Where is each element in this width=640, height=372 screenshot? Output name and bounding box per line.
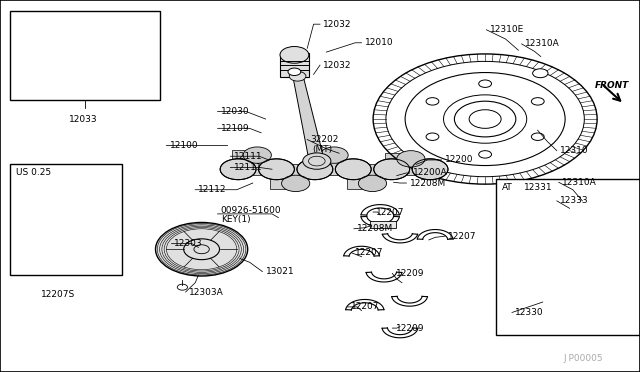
Text: 12333: 12333 xyxy=(560,196,589,205)
Text: 12207: 12207 xyxy=(448,232,477,241)
Text: 12310E: 12310E xyxy=(490,25,524,34)
Text: FRONT: FRONT xyxy=(595,81,630,90)
Circle shape xyxy=(412,159,448,180)
Circle shape xyxy=(220,159,256,180)
Circle shape xyxy=(259,159,294,180)
Bar xyxy=(370,221,396,228)
Circle shape xyxy=(156,222,248,276)
Text: J P00005: J P00005 xyxy=(563,355,603,363)
Text: 12207: 12207 xyxy=(355,248,384,257)
Circle shape xyxy=(358,175,387,192)
Circle shape xyxy=(532,69,548,78)
Text: 12208M: 12208M xyxy=(410,179,446,187)
Text: 12100: 12100 xyxy=(170,141,198,150)
Text: 12303A: 12303A xyxy=(189,288,223,296)
Text: 12010: 12010 xyxy=(365,38,394,47)
Text: 12109: 12109 xyxy=(221,124,250,133)
Polygon shape xyxy=(292,74,324,161)
Circle shape xyxy=(303,153,331,169)
Circle shape xyxy=(280,46,309,63)
Bar xyxy=(308,150,340,175)
Text: 00926-51600: 00926-51600 xyxy=(221,206,282,215)
Bar xyxy=(232,150,264,175)
Circle shape xyxy=(397,151,425,167)
Text: 12310: 12310 xyxy=(560,146,589,155)
Circle shape xyxy=(612,237,623,243)
Circle shape xyxy=(320,147,348,163)
Text: 12207S: 12207S xyxy=(40,290,75,299)
Text: 12032: 12032 xyxy=(323,61,352,70)
Text: KEY(1): KEY(1) xyxy=(221,215,250,224)
Text: US 0.25: US 0.25 xyxy=(16,169,51,177)
Bar xyxy=(280,53,309,77)
Text: 12200A: 12200A xyxy=(413,169,447,177)
Circle shape xyxy=(288,68,301,76)
Text: 12303: 12303 xyxy=(174,239,203,248)
Text: AT: AT xyxy=(502,183,513,192)
Circle shape xyxy=(282,175,310,192)
Text: 13021: 13021 xyxy=(266,267,294,276)
Circle shape xyxy=(335,159,371,180)
Bar xyxy=(10,11,160,100)
Text: (MT): (MT) xyxy=(312,145,332,154)
Text: 12200: 12200 xyxy=(445,155,474,164)
Bar xyxy=(347,164,379,189)
Bar xyxy=(270,164,302,189)
Text: 12207: 12207 xyxy=(376,208,405,217)
Bar xyxy=(496,179,640,335)
Text: 12111: 12111 xyxy=(234,163,262,172)
Circle shape xyxy=(289,71,306,81)
Text: 32202: 32202 xyxy=(310,135,339,144)
Text: 12030: 12030 xyxy=(221,107,250,116)
Text: 12032: 12032 xyxy=(323,20,352,29)
Text: 12208M: 12208M xyxy=(357,224,394,233)
Text: 12310A: 12310A xyxy=(562,178,596,187)
Text: 12209: 12209 xyxy=(396,324,424,333)
Circle shape xyxy=(374,159,410,180)
Circle shape xyxy=(243,147,271,163)
Bar xyxy=(385,153,417,175)
Text: 12033: 12033 xyxy=(69,115,97,124)
Text: 12330: 12330 xyxy=(515,308,544,317)
Circle shape xyxy=(297,159,333,180)
Text: 12331: 12331 xyxy=(524,183,552,192)
Text: 12111: 12111 xyxy=(234,152,262,161)
Text: 12310A: 12310A xyxy=(525,39,559,48)
Text: 12207: 12207 xyxy=(351,302,380,311)
Text: 12112: 12112 xyxy=(198,185,227,194)
Bar xyxy=(10,164,122,275)
Text: 12209: 12209 xyxy=(396,269,424,278)
